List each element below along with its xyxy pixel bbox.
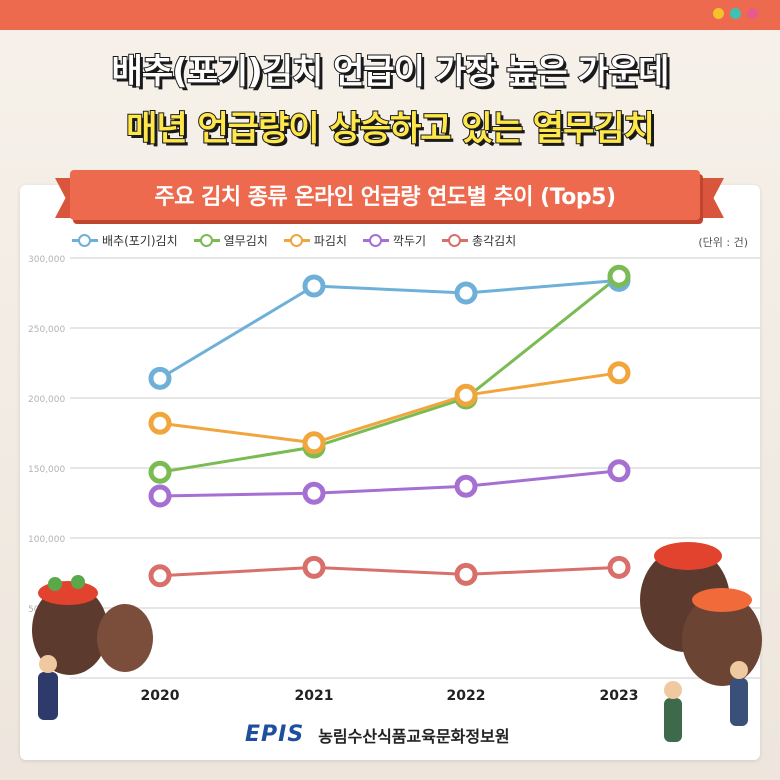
data-point (148, 411, 172, 435)
x-tick-label: 2020 (141, 688, 180, 704)
y-tick-label: 200,000 (28, 395, 65, 405)
chart-legend: 배추(포기)김치 열무김치 파김치 깍두기 총각김치 (72, 232, 516, 249)
y-tick-label: 300,000 (28, 255, 65, 265)
series-line (159, 278, 620, 380)
data-point (607, 555, 631, 579)
data-point (454, 383, 478, 407)
radish-leaf-icon (71, 575, 85, 589)
person-icon (664, 698, 682, 742)
unit-label: (단위 : 건) (698, 236, 748, 249)
data-point (607, 459, 631, 483)
data-point (454, 562, 478, 586)
legend-marker-icon (193, 234, 220, 247)
legend-label: 열무김치 (223, 234, 268, 248)
data-point (302, 431, 326, 455)
kimchi-jar-icon (97, 604, 153, 672)
window-dot-pink (747, 8, 758, 19)
legend-label: 배추(포기)김치 (102, 234, 178, 248)
kimchi-icon (692, 588, 752, 612)
data-point (454, 474, 478, 498)
data-point (148, 460, 172, 484)
headline-line-2: 매년 언급량이 상승하고 있는 열무김치 (125, 108, 656, 150)
organization-name: 농림수산식품교육문화정보원 (318, 726, 510, 746)
person-icon (38, 672, 58, 720)
legend-label: 깍두기 (392, 234, 427, 248)
person-head-icon (664, 681, 682, 699)
x-tick-label: 2022 (447, 688, 486, 704)
top-bar (0, 0, 780, 30)
data-point (302, 274, 326, 298)
legend-label: 총각김치 (472, 234, 517, 248)
legend-marker-icon (72, 234, 98, 247)
headline: 배추(포기)김치 언급이 가장 높은 가운데 매년 언급량이 상승하고 있는 열… (0, 44, 780, 150)
x-tick-label: 2023 (600, 688, 639, 704)
series-line (159, 565, 620, 578)
data-point (148, 564, 172, 588)
legend-marker-icon (283, 234, 310, 247)
legend-item: 파김치 (283, 232, 347, 249)
data-point (148, 366, 172, 390)
data-point (302, 481, 326, 505)
kimchi-jar-icon (32, 585, 108, 675)
kimchi-icon (654, 542, 722, 570)
series-line (159, 469, 620, 498)
chart-card (20, 185, 760, 760)
y-tick-label: 250,000 (28, 325, 65, 335)
data-point (607, 264, 631, 288)
person-icon (730, 678, 748, 726)
x-tick-label: 2021 (295, 688, 334, 704)
legend-label: 파김치 (313, 234, 347, 248)
kimchi-icon (38, 581, 98, 605)
chart-title: 주요 김치 종류 온라인 언급량 연도별 추이 (Top5) (70, 170, 700, 220)
series-line (159, 371, 620, 445)
person-head-icon (39, 655, 57, 673)
window-dot-yellow (713, 8, 724, 19)
y-tick-label: 150,000 (28, 465, 65, 475)
legend-item: 배추(포기)김치 (72, 232, 178, 249)
person-head-icon (730, 661, 748, 679)
data-point (454, 281, 478, 305)
epis-logo: EPIS (245, 722, 305, 747)
y-tick-label: 100,000 (28, 535, 65, 545)
legend-item: 깍두기 (362, 232, 427, 249)
legend-item: 열무김치 (193, 232, 268, 249)
headline-line-1: 배추(포기)김치 언급이 가장 높은 가운데 (111, 51, 671, 93)
window-dots (713, 8, 758, 19)
legend-marker-icon (442, 234, 469, 247)
data-point (148, 484, 172, 508)
window-dot-teal (730, 8, 741, 19)
data-point (302, 555, 326, 579)
series-line (159, 275, 620, 474)
data-point (607, 361, 631, 385)
footer: EPIS 농림수산식품교육문화정보원 (245, 722, 510, 747)
legend-item: 총각김치 (442, 232, 516, 249)
radish-leaf-icon (48, 577, 62, 591)
legend-marker-icon (362, 234, 389, 247)
